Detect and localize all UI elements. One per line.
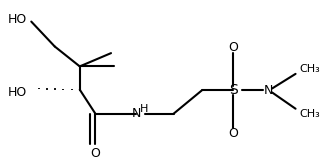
Text: O: O [90, 147, 100, 160]
Text: N: N [131, 107, 141, 120]
Text: H: H [140, 104, 148, 114]
Text: N: N [264, 84, 273, 97]
Text: HO: HO [7, 86, 27, 99]
Text: HO: HO [7, 13, 27, 26]
Text: CH₃: CH₃ [300, 109, 320, 119]
Text: S: S [229, 83, 237, 97]
Text: O: O [228, 41, 238, 54]
Text: CH₃: CH₃ [300, 64, 320, 74]
Text: O: O [228, 127, 238, 140]
